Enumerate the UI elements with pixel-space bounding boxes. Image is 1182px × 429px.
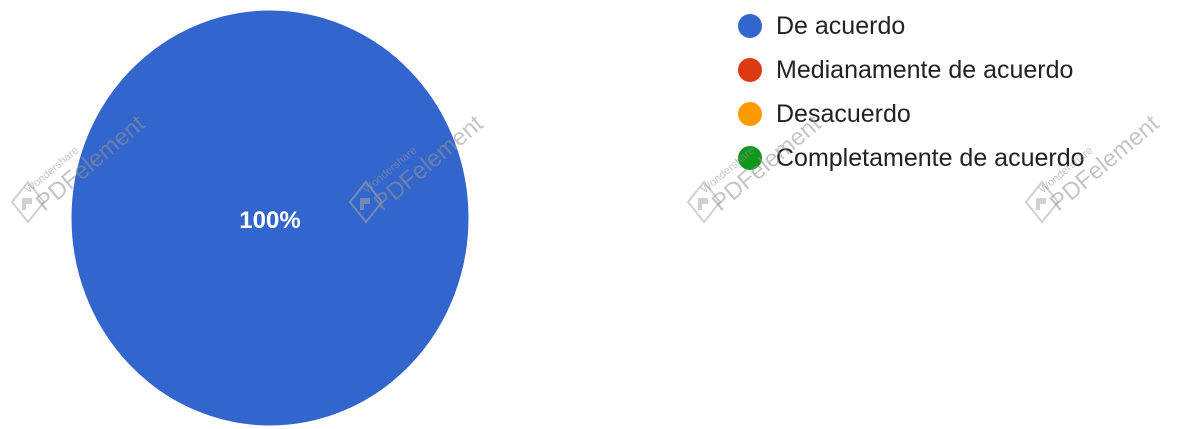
legend-item[interactable]: Desacuerdo [738,92,1085,136]
pie-slice[interactable] [70,9,470,427]
legend-swatch [738,58,762,82]
legend-item[interactable]: Medianamente de acuerdo [738,48,1085,92]
legend-item[interactable]: De acuerdo [738,4,1085,48]
legend-label: Completamente de acuerdo [776,143,1085,172]
legend-swatch [738,146,762,170]
pie-slices [70,9,470,427]
legend-item[interactable]: Completamente de acuerdo [738,136,1085,180]
slice-percent-label: 100% [239,207,300,234]
legend-label: Desacuerdo [776,99,911,128]
chart-legend: De acuerdo Medianamente de acuerdo Desac… [738,4,1085,180]
legend-label: De acuerdo [776,11,906,40]
legend-label: Medianamente de acuerdo [776,55,1074,84]
legend-swatch [738,14,762,38]
legend-swatch [738,102,762,126]
